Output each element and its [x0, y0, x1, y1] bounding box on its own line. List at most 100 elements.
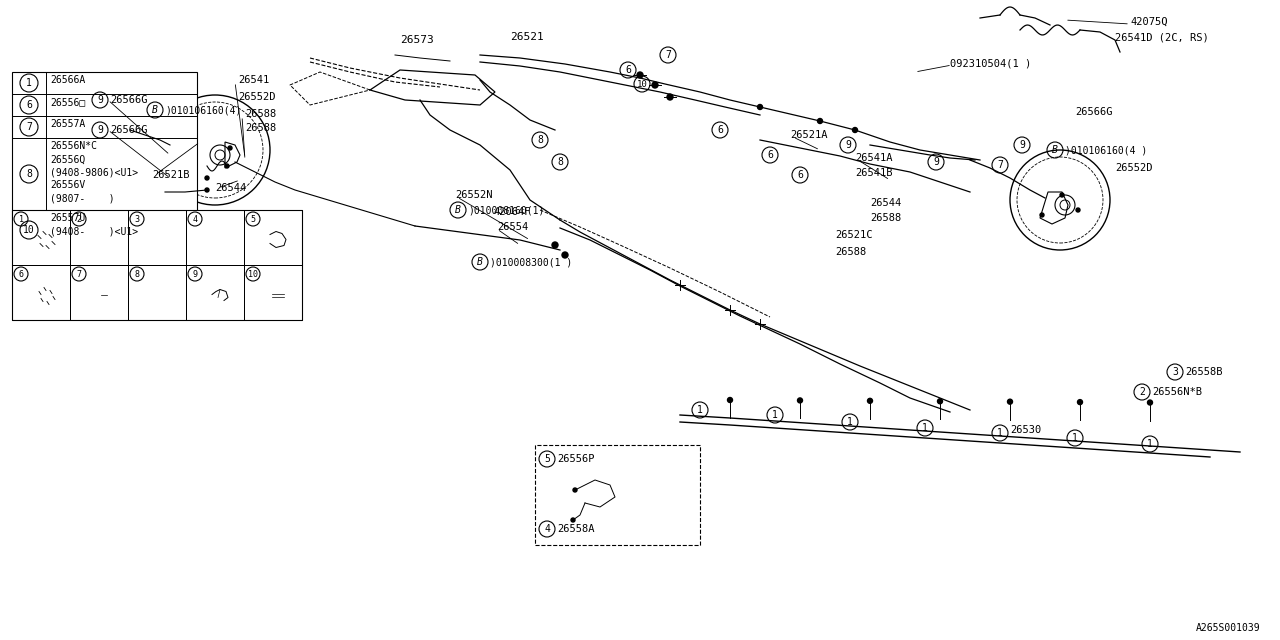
- Text: 42075Q: 42075Q: [1130, 17, 1167, 27]
- Text: 26588: 26588: [835, 247, 867, 257]
- Circle shape: [1078, 399, 1083, 404]
- Bar: [186, 265, 244, 320]
- Text: 6: 6: [18, 269, 23, 278]
- Circle shape: [205, 188, 209, 192]
- Text: 26544: 26544: [215, 183, 246, 193]
- Circle shape: [937, 399, 942, 404]
- Text: 26556N*B: 26556N*B: [1152, 387, 1202, 397]
- Bar: [12, 210, 70, 265]
- Text: 6: 6: [717, 125, 723, 135]
- Text: 4: 4: [544, 524, 550, 534]
- Bar: [70, 210, 128, 265]
- Text: )010106160(4 ): )010106160(4 ): [1065, 145, 1147, 155]
- Text: 092310504(1 ): 092310504(1 ): [950, 58, 1032, 68]
- Text: 1: 1: [698, 405, 703, 415]
- Bar: [168, 243, 172, 250]
- Text: 10: 10: [248, 269, 259, 278]
- Bar: [70, 265, 128, 320]
- Text: B: B: [1052, 145, 1059, 155]
- Text: 9: 9: [1019, 140, 1025, 150]
- Bar: [128, 265, 186, 320]
- Text: 26556Q: 26556Q: [50, 154, 86, 164]
- Text: 26588: 26588: [870, 213, 901, 223]
- Text: 8: 8: [134, 269, 140, 278]
- Text: B: B: [152, 105, 157, 115]
- Circle shape: [637, 72, 643, 78]
- Circle shape: [818, 118, 823, 124]
- Bar: [223, 243, 227, 248]
- Bar: [12, 72, 197, 250]
- Text: 5: 5: [544, 454, 550, 464]
- Text: 26541A: 26541A: [855, 153, 892, 163]
- Text: 1: 1: [18, 214, 23, 223]
- Text: B: B: [456, 205, 461, 215]
- Circle shape: [205, 176, 209, 180]
- Circle shape: [1039, 213, 1044, 217]
- Text: 26588: 26588: [244, 109, 276, 119]
- Circle shape: [667, 94, 673, 100]
- Text: 26552N: 26552N: [454, 190, 493, 200]
- Circle shape: [652, 82, 658, 88]
- Text: 26556N*C: 26556N*C: [50, 141, 97, 152]
- Text: 8: 8: [26, 169, 32, 179]
- Bar: [212, 243, 218, 248]
- Text: 5: 5: [251, 214, 256, 223]
- Bar: [128, 210, 186, 265]
- Text: (9408-9806)<U1>: (9408-9806)<U1>: [50, 168, 138, 177]
- Text: 26541: 26541: [238, 75, 269, 85]
- Text: 7: 7: [997, 160, 1004, 170]
- Text: 26541D (2C, RS): 26541D (2C, RS): [1115, 32, 1208, 42]
- Text: 26566G: 26566G: [110, 125, 147, 135]
- Text: 8: 8: [557, 157, 563, 167]
- Bar: [12, 210, 302, 320]
- Bar: [186, 210, 244, 265]
- Text: 26573: 26573: [401, 35, 434, 45]
- Text: 1: 1: [1073, 433, 1078, 443]
- Text: (9408-    )<U1>: (9408- )<U1>: [50, 227, 138, 236]
- Text: 26521B: 26521B: [152, 170, 189, 180]
- Circle shape: [225, 164, 229, 168]
- Text: 26521A: 26521A: [790, 130, 827, 140]
- Text: 26566G: 26566G: [1075, 107, 1112, 117]
- Text: )010008160(1): )010008160(1): [468, 205, 544, 215]
- Bar: [535, 445, 700, 545]
- Text: 6: 6: [625, 65, 631, 75]
- Text: 7: 7: [666, 50, 671, 60]
- Text: 1: 1: [997, 428, 1004, 438]
- Bar: [12, 265, 70, 320]
- Text: 26556V: 26556V: [50, 180, 86, 191]
- Text: 26566A: 26566A: [50, 76, 86, 86]
- Text: 26588: 26588: [244, 123, 276, 133]
- Text: 26521C: 26521C: [835, 230, 873, 240]
- Text: 26558A: 26558A: [557, 524, 594, 534]
- Bar: [244, 265, 302, 320]
- Text: 7: 7: [26, 122, 32, 132]
- Circle shape: [1060, 193, 1064, 197]
- Text: A265S001039: A265S001039: [1196, 623, 1260, 633]
- Text: 26541B: 26541B: [855, 168, 892, 178]
- Circle shape: [758, 104, 763, 109]
- Text: 8: 8: [538, 135, 543, 145]
- Text: 6: 6: [767, 150, 773, 160]
- Circle shape: [228, 146, 232, 150]
- Text: 9: 9: [97, 95, 102, 105]
- Text: 3: 3: [1172, 367, 1178, 377]
- Circle shape: [571, 518, 575, 522]
- Circle shape: [868, 398, 873, 403]
- Text: 26552D: 26552D: [238, 92, 275, 102]
- Text: 2: 2: [77, 214, 82, 223]
- Text: 3: 3: [134, 214, 140, 223]
- Text: 1: 1: [772, 410, 778, 420]
- Circle shape: [1147, 400, 1152, 405]
- Text: 1: 1: [922, 423, 928, 433]
- Bar: [154, 243, 157, 250]
- Text: 1: 1: [847, 417, 852, 427]
- Bar: [163, 243, 166, 250]
- Circle shape: [852, 127, 858, 132]
- Text: 26521: 26521: [509, 32, 544, 42]
- Text: 26557U: 26557U: [50, 214, 86, 223]
- Text: 26552D: 26552D: [1115, 163, 1152, 173]
- Text: 10: 10: [23, 225, 35, 235]
- Circle shape: [573, 488, 577, 492]
- Text: 9: 9: [933, 157, 940, 167]
